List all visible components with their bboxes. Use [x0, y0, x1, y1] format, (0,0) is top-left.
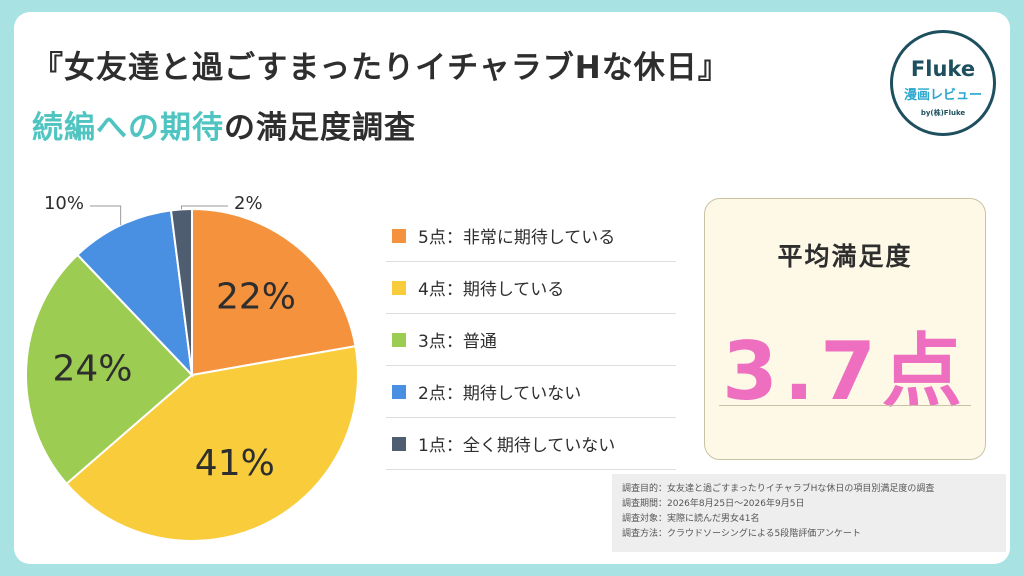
- pie-slice-3: [25, 253, 194, 486]
- legend-swatch-2: [392, 280, 406, 295]
- pie-label-3: 24%: [53, 348, 133, 389]
- logo-sub: 漫画レビュー: [903, 88, 982, 103]
- average-label: 平均満足度: [777, 242, 913, 271]
- legend-item-3: 3点：普通: [386, 314, 676, 366]
- legend-label-1: 5点：非常に期待している: [418, 228, 616, 248]
- page-title: 『女友達と過ごすまったりイチャラブHな休日』: [32, 50, 730, 86]
- average-score-box: 平均満足度 3.7点: [704, 198, 986, 460]
- note-target: 調査対象：実際に読んだ男女41名: [622, 514, 760, 524]
- legend-swatch-4: [392, 384, 406, 399]
- pie-slice-2: [65, 345, 359, 542]
- subtitle-rest: の満足度調査: [224, 110, 416, 146]
- legend-label-5: 1点：全く期待していない: [418, 436, 616, 456]
- legend-item-4: 2点：期待していない: [386, 366, 676, 418]
- pie-label-5: 2%: [234, 193, 263, 214]
- legend-swatch-1: [392, 228, 406, 243]
- legend-label-3: 3点：普通: [418, 332, 497, 352]
- legend-item-2: 4点：期待している: [386, 262, 676, 314]
- chart-legend: 5点：非常に期待している 4点：期待している 3点：普通 2点：期待していない 1点：全…: [386, 210, 676, 470]
- average-value: 3.7点: [722, 325, 968, 418]
- logo-brand: Fluke: [910, 57, 976, 81]
- pie-label-4: 10%: [44, 193, 84, 214]
- legend-swatch-3: [392, 332, 406, 347]
- pie-label-2: 41%: [195, 443, 275, 484]
- average-divider: [719, 405, 971, 406]
- note-period: 調査期間：2026年8月25日～2026年9月5日: [622, 499, 805, 509]
- logo-by: by(株)Fluke: [920, 109, 966, 117]
- pie-label-1: 22%: [216, 277, 296, 318]
- pie-chart: 22% 41% 24% 10% 2%: [25, 193, 359, 542]
- pie-leader-5: [180, 205, 228, 210]
- fluke-logo: Fluke 漫画レビュー by(株)Fluke: [890, 30, 996, 136]
- survey-notes: 調査目的：女友達と過ごすまったりイチャラブHな休日の項目別満足度の調査 調査期間…: [612, 474, 1006, 552]
- pie-leader-4: [90, 205, 122, 226]
- subtitle-highlight: 続編への期待: [32, 110, 224, 146]
- pie-slice-1: [191, 207, 357, 377]
- legend-swatch-5: [392, 436, 406, 451]
- page-subtitle: 続編への期待の満足度調査: [32, 102, 416, 147]
- legend-label-4: 2点：期待していない: [418, 384, 582, 404]
- legend-item-5: 1点：全く期待していない: [386, 418, 676, 470]
- note-method: 調査方法：クラウドソーシングによる5段階評価アンケート: [622, 529, 861, 539]
- legend-label-2: 4点：期待している: [418, 280, 565, 300]
- note-purpose: 調査目的：女友達と過ごすまったりイチャラブHな休日の項目別満足度の調査: [622, 484, 935, 494]
- legend-item-1: 5点：非常に期待している: [386, 210, 676, 262]
